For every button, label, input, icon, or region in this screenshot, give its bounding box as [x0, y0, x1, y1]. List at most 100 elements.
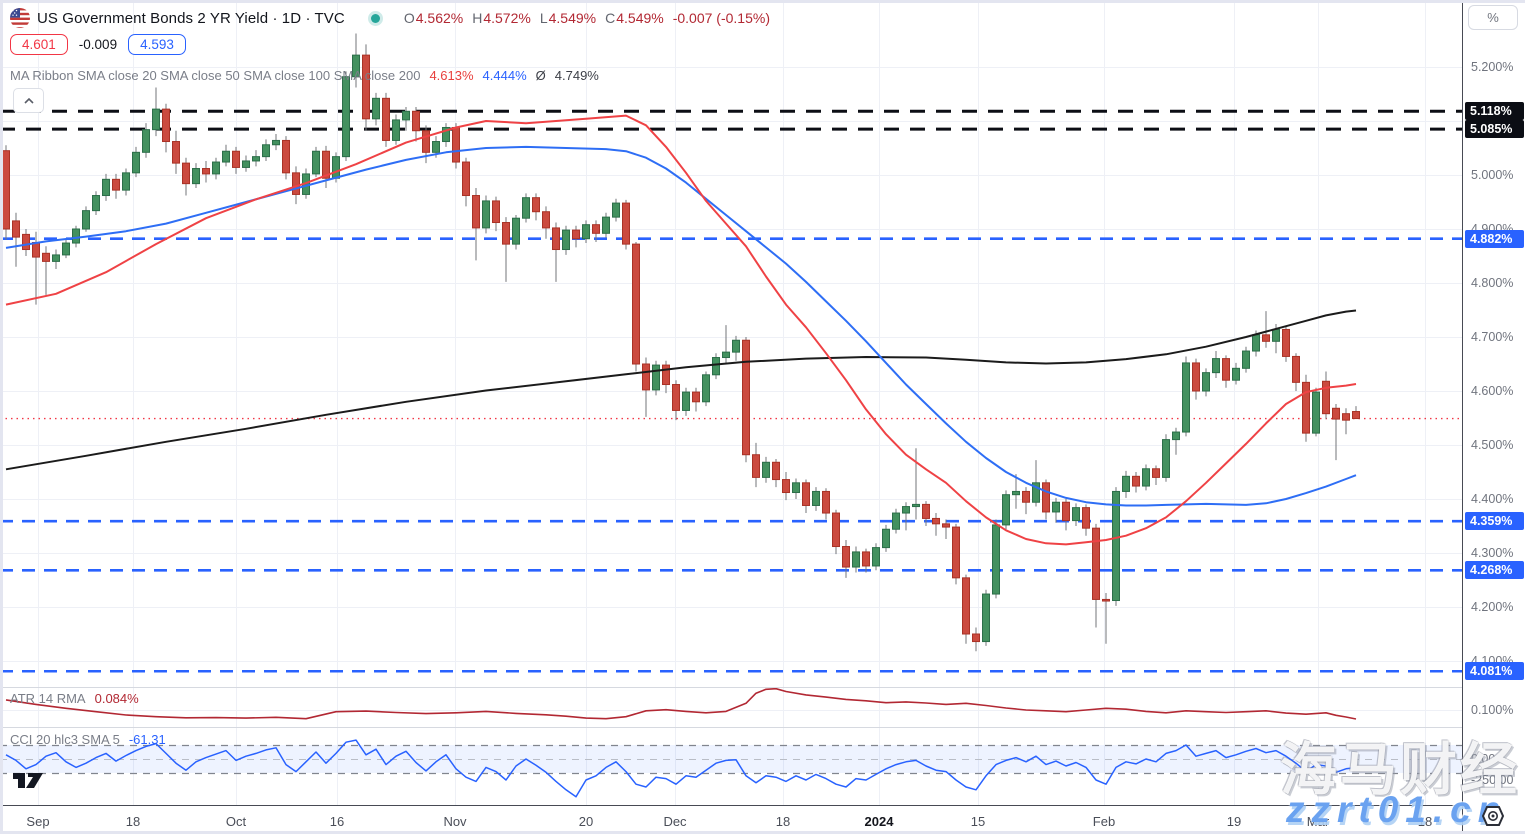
candle-body: [522, 197, 530, 219]
candle-body: [412, 110, 420, 132]
ma-ribbon-legend[interactable]: MA Ribbon SMA close 20 SMA close 50 SMA …: [10, 68, 599, 83]
candle-body: [882, 528, 890, 549]
candle-body: [432, 141, 440, 153]
atr-label: ATR 14 RMA: [10, 691, 86, 706]
candle-body: [852, 551, 860, 568]
ask-price-button[interactable]: 4.593: [128, 34, 186, 55]
candle-body: [1272, 328, 1280, 342]
symbol-header: US Government Bonds 2 YR Yield · 1D · TV…: [10, 8, 770, 28]
time-tick-label: Mar: [1306, 814, 1330, 829]
price-tick-label: 4.400%: [1471, 492, 1514, 506]
sma100-hidden-marker: Ø: [535, 68, 546, 83]
candle-body: [962, 577, 970, 635]
candle-body: [682, 391, 690, 411]
candle-body: [1022, 490, 1030, 503]
candle-body: [592, 224, 600, 234]
candle-body: [12, 220, 20, 238]
candle-body: [922, 503, 930, 519]
candle-body: [492, 200, 500, 224]
cci-label: CCI 20 hlc3 SMA 5: [10, 732, 120, 747]
candle-body: [352, 54, 360, 78]
ohlc-close-value: 4.549%: [616, 10, 664, 26]
candle-body: [1172, 431, 1180, 441]
time-tick-label: 18: [1417, 814, 1433, 829]
candle-body: [1132, 475, 1140, 487]
market-status-dot-icon[interactable]: [370, 13, 380, 23]
candle-body: [612, 202, 620, 218]
price-level-badge: 4.081%: [1465, 662, 1524, 680]
candle-body: [1202, 372, 1210, 392]
tradingview-logo-icon[interactable]: [12, 770, 46, 795]
price-axis-unit-button[interactable]: %: [1468, 5, 1518, 30]
chevron-up-icon: [23, 97, 34, 104]
price-tick-label: 4.500%: [1471, 438, 1514, 452]
candle-body: [332, 156, 340, 179]
sma20-value: 4.613%: [429, 68, 474, 83]
candle-body: [272, 139, 280, 146]
price-tick-label: -250.00: [1471, 773, 1514, 787]
candle-body: [632, 243, 640, 365]
candle-body: [822, 490, 830, 514]
time-tick-label: 15: [970, 814, 986, 829]
candle-body: [1092, 527, 1100, 600]
candle-body: [192, 168, 200, 185]
cci-line: [5, 739, 1357, 798]
candle-body: [732, 339, 740, 353]
candle-body: [172, 141, 180, 164]
candle-body: [672, 384, 680, 411]
candle-body: [52, 254, 60, 262]
price-tick-label: 0.00: [1471, 752, 1496, 766]
candle-body: [742, 339, 750, 456]
candle-body: [802, 482, 810, 506]
candle-body: [772, 461, 780, 481]
candle-body: [242, 160, 250, 168]
collapse-legend-button[interactable]: [13, 88, 44, 113]
candle-body: [132, 151, 140, 174]
price-tick-label: 4.300%: [1471, 546, 1514, 560]
time-tick-label: Feb: [1092, 814, 1116, 829]
candle-body: [342, 76, 350, 158]
candle-body: [552, 227, 560, 251]
price-axis[interactable]: % 5.200% 5.000% 4.900% 4.800% 4.700% 4.600% 4.…: [1462, 0, 1525, 834]
spread-value: -0.009: [78, 37, 118, 52]
candle-body: [762, 461, 770, 478]
time-tick-label: 18: [775, 814, 791, 829]
candle-body: [42, 252, 50, 262]
atr-indicator-legend[interactable]: ATR 14 RMA 0.084%: [10, 691, 139, 706]
price-level-badge: 4.882%: [1465, 230, 1524, 248]
price-tick-label: 4.700%: [1471, 330, 1514, 344]
candle-body: [622, 202, 630, 245]
candle-body: [292, 172, 300, 195]
price-tick-label: 0.100%: [1471, 703, 1514, 717]
candle-body: [482, 200, 490, 229]
cci-indicator-legend[interactable]: CCI 20 hlc3 SMA 5 -61.31: [10, 732, 166, 747]
time-tick-label: 18: [125, 814, 141, 829]
candle-body: [1192, 362, 1200, 392]
ohlc-readout: O 4.562% H 4.572% L 4.549% C 4.549% -0.007 (…: [404, 10, 770, 26]
candle-body: [322, 150, 330, 179]
candle-body: [1262, 334, 1270, 342]
ohlc-change-value: -0.007 (-0.15%): [672, 10, 770, 26]
candle-body: [232, 150, 240, 168]
time-axis[interactable]: Sep 18 Oct 16 Nov 20 Dec 18 2024 15 Feb 19 Mar 18: [0, 805, 1525, 835]
candle-body: [152, 108, 160, 131]
candle-body: [582, 224, 590, 240]
time-tick-label: Oct: [225, 814, 247, 829]
candle-body: [222, 150, 230, 163]
bid-price-button[interactable]: 4.601: [10, 34, 68, 55]
candle-body: [362, 54, 370, 120]
candle-body: [942, 523, 950, 528]
candle-body: [1102, 598, 1110, 602]
candle-body: [1182, 362, 1190, 433]
candle-body: [1142, 468, 1150, 487]
candle-body: [1032, 482, 1040, 503]
candle-body: [1072, 507, 1080, 522]
candle-body: [472, 195, 480, 229]
time-tick-label: 19: [1226, 814, 1242, 829]
symbol-title[interactable]: US Government Bonds 2 YR Yield · 1D · TV…: [37, 9, 345, 27]
candle-body: [532, 197, 540, 213]
candle-body: [402, 110, 410, 121]
candle-body: [92, 195, 100, 212]
candle-body: [562, 229, 570, 251]
